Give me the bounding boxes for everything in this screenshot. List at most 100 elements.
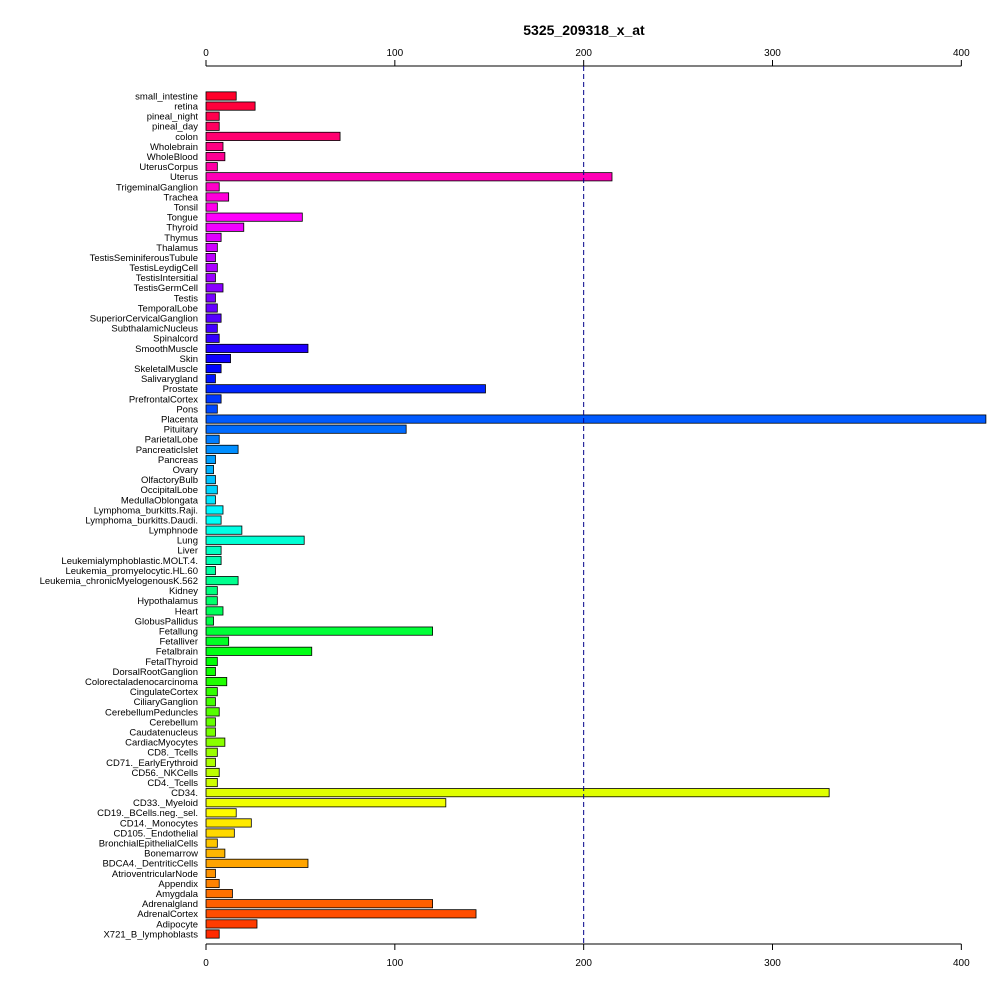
bar-Lung: [205, 535, 305, 545]
bar-CD4._Tcells: [205, 778, 218, 788]
bar-WholeBlood: [205, 152, 226, 162]
category-label: MedullaOblongata: [121, 495, 199, 506]
category-label: small_intestine: [135, 91, 198, 102]
bar-Salivarygland: [205, 374, 216, 384]
bar-Caudatenucleus: [205, 727, 216, 737]
bar-colon: [205, 131, 341, 141]
category-label: TestisSeminiferousTubule: [90, 253, 198, 264]
tick-label: 200: [575, 958, 592, 969]
category-label: Appendix: [158, 879, 198, 890]
category-label: Liver: [177, 546, 198, 557]
category-label: CiliaryGanglion: [134, 697, 198, 708]
bar-Leukemia_chronicMyelogenousK.562: [205, 576, 239, 586]
category-label: Thymus: [164, 233, 198, 244]
bar-Hypothalamus: [205, 596, 218, 606]
category-label: Caudatenucleus: [129, 727, 198, 738]
category-label: BronchialEpithelialCells: [99, 839, 199, 850]
category-label: OccipitalLobe: [140, 485, 198, 496]
bar-ParietalLobe: [205, 434, 220, 444]
bar-Cerebellum: [205, 717, 216, 727]
bar-CD34.: [205, 788, 830, 798]
bar-Skin: [205, 353, 231, 364]
bar-Adipocyte: [205, 919, 258, 929]
category-label: DorsalRootGanglion: [112, 667, 198, 678]
bar-Spinalcord: [205, 333, 220, 343]
bar-pineal_day: [205, 121, 220, 131]
category-label: Lymphoma_burkitts.Raji.: [94, 505, 198, 516]
tick-label: 400: [953, 958, 970, 969]
category-label: Thalamus: [156, 243, 198, 254]
category-label: Testis: [174, 293, 199, 304]
bar-Colorectaladenocarcinoma: [205, 677, 228, 687]
category-label: ParietalLobe: [145, 435, 198, 446]
category-label: Bonemarrow: [144, 849, 198, 860]
bar-TestisGermCell: [205, 283, 224, 293]
bar-Tonsil: [205, 202, 218, 212]
category-label: Heart: [175, 606, 199, 617]
tick-label: 100: [386, 48, 403, 59]
category-label: Fetalbrain: [156, 647, 198, 658]
category-label: Lymphoma_burkitts.Daudi.: [85, 515, 198, 526]
bar-SmoothMuscle: [205, 343, 309, 353]
bar-CD14._Monocytes: [205, 818, 252, 828]
category-label: WholeBlood: [147, 152, 198, 163]
category-label: Tongue: [167, 213, 198, 224]
category-label: UterusCorpus: [139, 162, 198, 173]
category-label: SubthalamicNucleus: [111, 324, 198, 335]
category-label: Colorectaladenocarcinoma: [85, 677, 199, 688]
category-label: TemporalLobe: [138, 303, 198, 314]
bar-OccipitalLobe: [205, 485, 218, 495]
bar-Fetalliver: [205, 636, 230, 646]
bar-BDCA4._DentriticCells: [205, 858, 309, 868]
bar-PancreaticIslet: [205, 444, 239, 454]
bar-PrefrontalCortex: [205, 394, 222, 404]
category-label: CD56._NKCells: [131, 768, 198, 779]
category-label: Placenta: [161, 414, 199, 425]
category-label: Lymphnode: [149, 526, 198, 537]
bar-SubthalamicNucleus: [205, 323, 218, 333]
category-label: pineal_day: [152, 122, 198, 133]
category-label: Pons: [176, 404, 198, 415]
bar-MedullaOblongata: [205, 495, 216, 505]
bar-Adrenalgland: [205, 899, 434, 909]
x-axis-top: 0 100 200 300 400: [203, 48, 970, 67]
chart-title: 5325_209318_x_at: [523, 22, 645, 38]
bar-Prostate: [205, 384, 486, 394]
category-label: Pancreas: [158, 455, 198, 466]
bar-CardiacMyocytes: [205, 737, 226, 747]
category-label: CD19._BCells.neg._sel.: [97, 808, 198, 819]
category-label: Leukemialymphoblastic.MOLT.4.: [61, 556, 198, 567]
category-label: colon: [175, 132, 198, 143]
bar-OlfactoryBulb: [205, 475, 216, 485]
category-label: X721_B_lymphoblasts: [103, 929, 198, 940]
bar-X721_B_lymphoblasts: [205, 929, 220, 939]
bar-Bonemarrow: [205, 848, 226, 858]
category-label: AtrioventricularNode: [112, 869, 198, 880]
bar-CD8._Tcells: [205, 747, 218, 757]
bar-Thalamus: [205, 242, 218, 252]
bar-retina: [205, 101, 256, 111]
tick-label: 400: [953, 48, 970, 59]
bar-CD56._NKCells: [205, 767, 220, 778]
bar-small_intestine: [205, 91, 237, 101]
bar-CD105._Endothelial: [205, 828, 235, 838]
bar-Fetallung: [205, 626, 434, 636]
category-label: PancreaticIslet: [136, 445, 199, 456]
tick-label: 0: [203, 48, 209, 59]
bar-Thymus: [205, 232, 222, 242]
bar-Amygdala: [205, 889, 233, 899]
category-label: CD34.: [171, 788, 198, 799]
bar-AdrenalCortex: [205, 909, 477, 919]
bar-CingulateCortex: [205, 687, 218, 697]
tick-label: 300: [764, 958, 781, 969]
category-label: Wholebrain: [150, 142, 198, 153]
tick-label: 100: [386, 958, 403, 969]
bar-Tongue: [205, 212, 303, 222]
category-label: Thyroid: [166, 223, 198, 234]
category-label: retina: [174, 102, 198, 113]
bar-Kidney: [205, 586, 218, 596]
category-label: CD14._Monocytes: [120, 818, 198, 829]
bar-GlobusPallidus: [205, 616, 214, 626]
tick-label: 200: [575, 48, 592, 59]
